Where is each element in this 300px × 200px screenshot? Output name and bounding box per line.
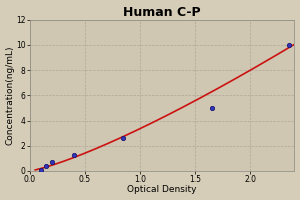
Title: Human C-P: Human C-P [123, 6, 201, 19]
Point [50, 160, 54, 164]
Point [209, 106, 214, 110]
Point [38, 168, 43, 171]
Point [121, 136, 126, 139]
Point [286, 43, 291, 47]
Point [44, 164, 49, 167]
Point [71, 154, 76, 157]
X-axis label: Optical Density: Optical Density [127, 185, 197, 194]
Y-axis label: Concentration(ng/mL): Concentration(ng/mL) [6, 46, 15, 145]
